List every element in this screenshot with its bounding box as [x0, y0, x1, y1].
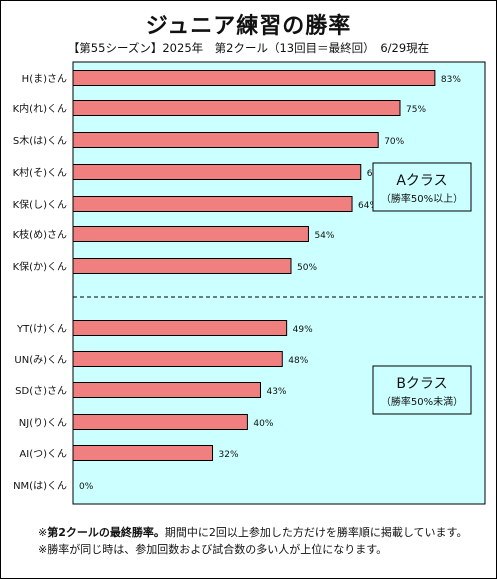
bar	[72, 414, 248, 430]
category-label: K内(れ)くん	[13, 102, 67, 115]
data-label: 43%	[266, 387, 286, 397]
bar	[72, 320, 288, 336]
plot-area	[72, 61, 486, 505]
category-label: YT(け)くん	[16, 323, 67, 335]
data-label: 32%	[219, 450, 239, 460]
category-label: K村(そ)くん	[13, 166, 67, 179]
class-name: Aクラス	[396, 173, 447, 189]
data-label: 75%	[406, 105, 426, 115]
data-label: 64%	[358, 201, 378, 211]
class-box	[372, 162, 472, 212]
note-line-1-prefix: ※	[38, 526, 48, 539]
bar	[72, 258, 292, 274]
category-label: S木(は)くん	[13, 135, 67, 147]
bar	[72, 445, 214, 461]
category-label: AI(つ)くん	[19, 448, 67, 460]
data-label: 40%	[253, 419, 273, 429]
bar	[72, 132, 379, 148]
data-label: 50%	[297, 263, 317, 273]
bar	[72, 100, 401, 116]
bar	[72, 351, 283, 367]
bar	[72, 382, 261, 398]
data-label: 83%	[441, 75, 461, 85]
bar	[72, 164, 362, 180]
note-line-1-bold: 第2クールの最終勝率。	[47, 526, 165, 539]
data-label: 70%	[384, 137, 404, 147]
note-line-1: ※第2クールの最終勝率。期間中に2回以上参加した方だけを勝率順に掲載しています。	[38, 524, 467, 540]
category-label: K保(か)くん	[13, 260, 67, 273]
bar	[72, 70, 436, 86]
category-label: K保(し)くん	[13, 198, 67, 211]
chart-title: ジュニア練習の勝率	[145, 14, 352, 39]
data-label: 48%	[288, 356, 308, 366]
note-line-2: ※勝率が同じ時は、参加回数および試合数の多い人が上位になります。	[38, 543, 388, 556]
data-label: 54%	[314, 231, 334, 241]
class-note: （勝率50%以上）	[381, 192, 463, 205]
class-name: Bクラス	[396, 376, 447, 392]
category-label: K枝(め)さん	[13, 228, 67, 241]
data-label: 49%	[293, 325, 313, 335]
category-label: UN(み)くん	[14, 354, 67, 366]
class-note: （勝率50%未満）	[381, 395, 463, 408]
data-label: 0%	[79, 482, 94, 492]
class-box	[372, 365, 472, 415]
category-label: NJ(り)くん	[19, 417, 67, 429]
category-label: SD(さ)さん	[15, 385, 67, 397]
bar	[72, 226, 309, 242]
chart-subtitle: 【第55シーズン】2025年 第2クール（13回目＝最終回） 6/29現在	[67, 41, 430, 55]
category-label: H(ま)さん	[22, 73, 67, 85]
category-label: NM(は)くん	[13, 480, 67, 492]
note-line-1-rest: 期間中に2回以上参加した方だけを勝率順に掲載しています。	[164, 526, 468, 539]
bar	[72, 196, 353, 212]
